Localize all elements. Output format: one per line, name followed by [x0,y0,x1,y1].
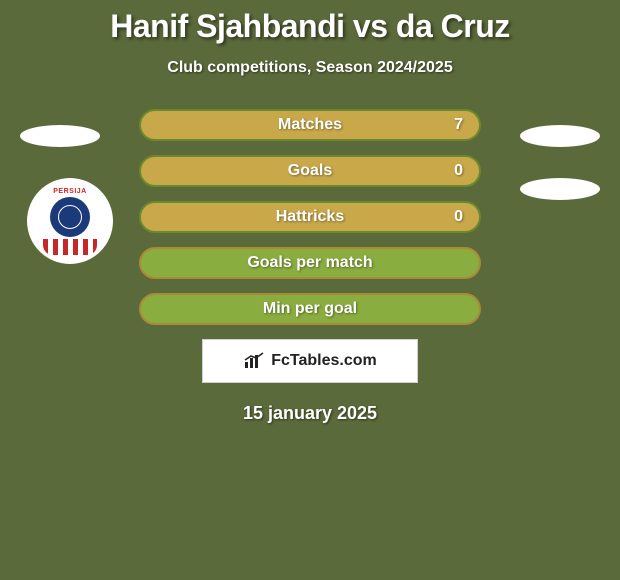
club-badge-inner: PERSIJA [38,184,102,258]
player-silhouette-left [20,125,100,147]
badge-stripes [43,239,97,255]
player-silhouette-right-2 [520,178,600,200]
page-title: Hanif Sjahbandi vs da Cruz [0,0,620,45]
fctables-logo: FcTables.com [202,339,418,383]
stat-bar: Min per goal [139,293,481,325]
subtitle: Club competitions, Season 2024/2025 [0,59,620,77]
badge-emblem-icon [50,197,90,237]
stat-label: Goals per match [247,254,372,272]
badge-text-top: PERSIJA [53,188,86,195]
stat-bar: Goals 0 [139,155,481,187]
stat-value: 0 [454,208,463,226]
stat-bar: Hattricks 0 [139,201,481,233]
stats-bars: Matches 7 Goals 0 Hattricks 0 Goals per match M… [139,109,481,325]
player-silhouette-right-1 [520,125,600,147]
stat-label: Min per goal [263,300,357,318]
club-badge: PERSIJA [27,178,113,264]
stat-value: 7 [454,116,463,134]
stat-value: 0 [454,162,463,180]
logo-text: FcTables.com [271,352,377,370]
stat-label: Goals [288,162,332,180]
stat-label: Hattricks [276,208,344,226]
chart-icon [243,352,265,370]
date-text: 15 january 2025 [0,403,620,424]
stat-bar: Matches 7 [139,109,481,141]
stat-bar: Goals per match [139,247,481,279]
stat-label: Matches [278,116,342,134]
